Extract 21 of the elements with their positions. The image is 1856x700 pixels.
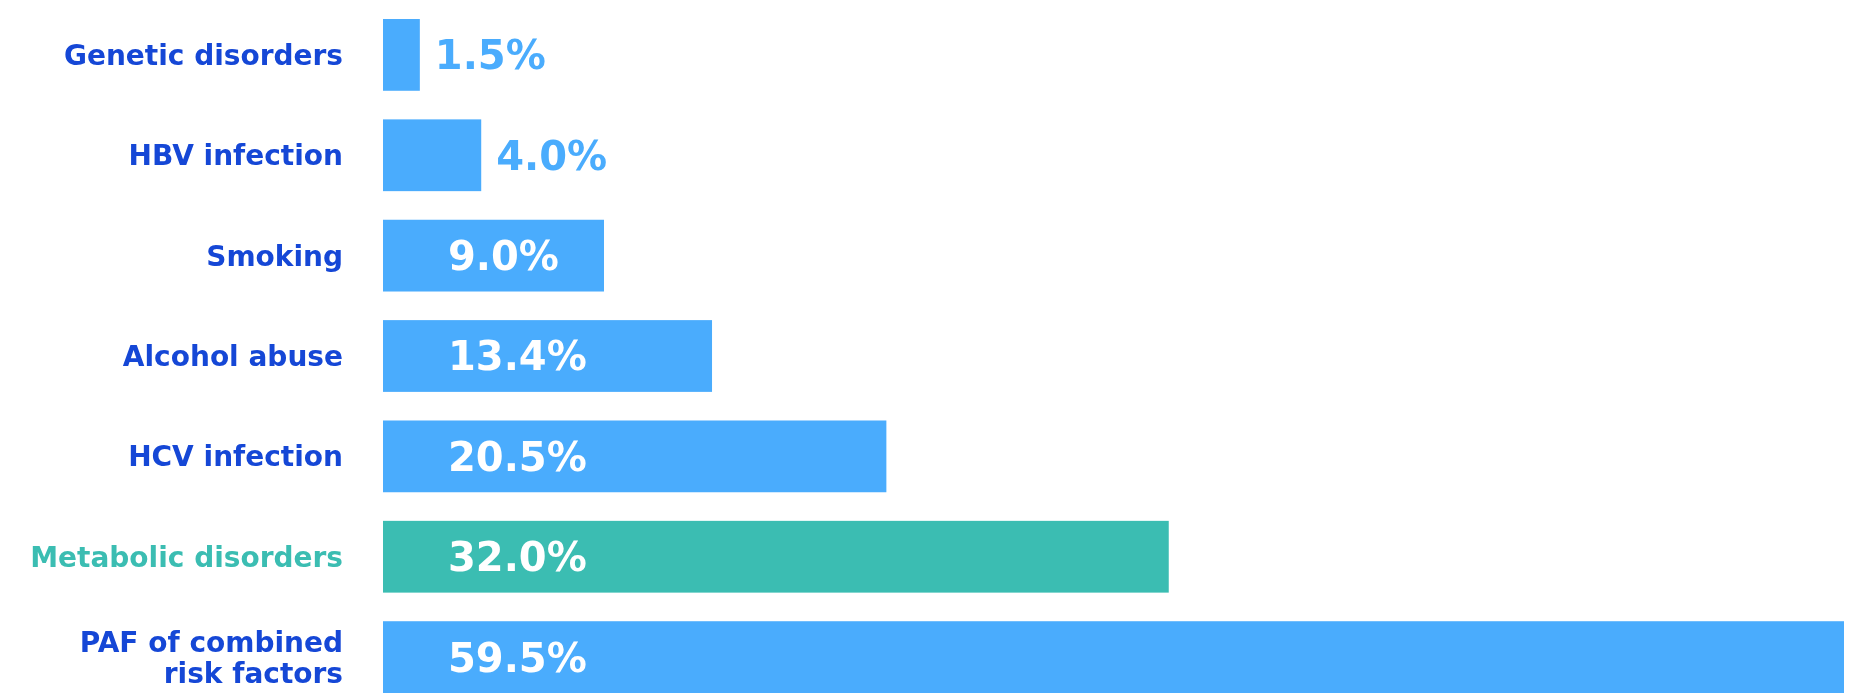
data-label: 9.0% [448,233,559,280]
y-tick-label: Metabolic disorders [30,540,343,574]
data-label: 32.0% [448,534,587,581]
y-tick-label: Genetic disorders [63,38,343,72]
bar [383,219,604,292]
y-tick-label: PAF of combined risk factors [79,625,343,690]
bar [383,621,1844,693]
y-tick-label: Smoking [206,239,343,273]
bar [383,520,1169,593]
bar [383,320,713,392]
data-label: 4.0% [496,132,608,179]
bar [383,420,887,493]
data-label: 20.5% [448,433,587,480]
y-tick-label: Alcohol abuse [122,340,343,374]
y-tick-label: HCV infection [128,440,343,474]
data-label: 13.4% [448,333,587,380]
bar [383,119,482,192]
data-label: 1.5% [434,32,546,79]
y-tick-label: HBV infection [128,139,343,173]
bar [383,19,420,91]
data-label: 59.5% [448,634,587,681]
